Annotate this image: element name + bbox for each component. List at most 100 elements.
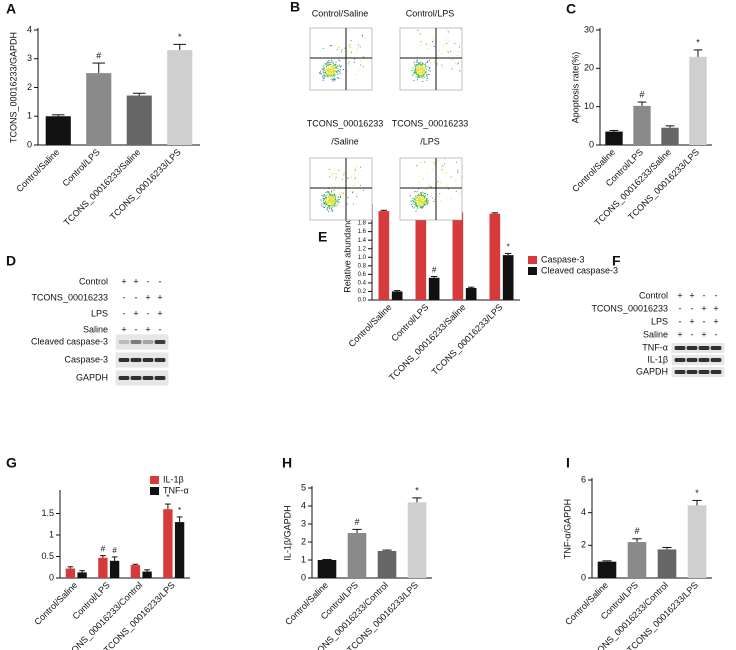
flow-dot (328, 168, 330, 170)
flow-dot (336, 71, 338, 73)
annotation: * (178, 506, 181, 515)
flow-dot (326, 203, 328, 205)
flow-dot (330, 69, 331, 71)
flow-dot (418, 68, 419, 70)
flow-dot (335, 67, 337, 69)
annotation: * (696, 37, 700, 47)
flow-dot (424, 64, 426, 66)
flow-dot (457, 63, 459, 65)
flow-dot (330, 201, 332, 203)
flow-dot (330, 78, 332, 80)
flow-dot (420, 66, 421, 68)
flow-dot (332, 70, 333, 72)
flow-dot (328, 196, 330, 198)
flow-dot (422, 178, 424, 180)
blot-band (118, 358, 130, 362)
flow-dot (328, 68, 329, 69)
flow-dot (327, 207, 329, 209)
flow-dot (350, 40, 352, 41)
flow-dot (360, 184, 361, 186)
flow-dot (325, 197, 327, 199)
flow-dot (423, 193, 425, 194)
flow-dot (332, 73, 334, 75)
flow-dot (440, 200, 442, 202)
y-tick-label: 0 (589, 139, 594, 149)
flow-dot (419, 200, 421, 202)
flow-dot (428, 60, 430, 61)
flow-dot (423, 68, 425, 70)
flow-dot (337, 203, 339, 205)
flow-dot (423, 203, 425, 205)
condition-sign: - (159, 324, 162, 334)
flow-dot (422, 198, 423, 200)
condition-sign: + (157, 308, 162, 318)
flow-dot (414, 72, 416, 74)
flow-dot (457, 55, 459, 57)
condition-sign: - (135, 324, 138, 334)
flow-dot (418, 72, 420, 74)
flow-dot (420, 207, 422, 209)
flow-dot (412, 200, 414, 202)
condition-sign: - (123, 292, 126, 302)
condition-label: LPS (651, 316, 668, 326)
flow-dot (331, 207, 332, 209)
flow-plot (309, 157, 373, 221)
blot-band (686, 346, 698, 350)
flow-dot (415, 69, 416, 71)
flow-dot (352, 191, 354, 193)
flow-dot (450, 198, 452, 200)
flow-dot (338, 185, 340, 187)
flow-dot (330, 198, 332, 200)
flow-dot (461, 176, 463, 178)
legend-swatch (528, 267, 537, 275)
flow-dot (459, 46, 460, 48)
flow-dot (421, 44, 423, 46)
flow-dot (336, 70, 338, 72)
flow-dot (417, 29, 419, 31)
flow-dot (334, 70, 336, 72)
y-tick-label: 0.0 (358, 298, 367, 304)
flow-dot (323, 195, 325, 197)
flow-dot (354, 58, 356, 60)
flow-frame (309, 27, 373, 91)
flow-dot (330, 73, 332, 75)
flow-dot (413, 73, 415, 75)
bar (77, 572, 87, 578)
flow-dot (329, 70, 331, 72)
flow-dot (343, 172, 345, 174)
flow-dot (343, 174, 345, 176)
flow-dot (422, 62, 423, 64)
flow-dot (425, 188, 427, 190)
flow-dot (442, 67, 444, 68)
flow-dot (327, 76, 329, 78)
flow-dot (334, 205, 336, 207)
flow-dot (434, 199, 436, 200)
y-tick-label: 20 (584, 63, 594, 73)
flow-dot (420, 73, 422, 75)
flow-dot (420, 196, 422, 198)
flow-dot (338, 69, 340, 71)
flow-dot (326, 63, 327, 65)
flow-dot (334, 69, 336, 71)
bar (347, 533, 367, 578)
flow-dot (321, 68, 323, 69)
flow-dot (347, 63, 349, 65)
flow-dot (419, 63, 421, 65)
flow-dot (426, 201, 428, 203)
flow-dot (419, 63, 421, 65)
flow-dot (419, 33, 421, 35)
flow-dot (415, 202, 416, 204)
condition-sign: + (677, 329, 682, 339)
bar (142, 571, 152, 578)
flow-dot (420, 192, 422, 193)
flow-dot (330, 201, 332, 203)
flow-dot (416, 64, 418, 66)
flow-dot (324, 195, 326, 197)
blot-band (154, 358, 166, 362)
flow-dot (330, 72, 332, 74)
flow-dot (349, 46, 351, 48)
flow-dot (350, 56, 352, 58)
flow-dot (324, 69, 326, 71)
flow-dot (427, 202, 429, 204)
flow-dot (332, 185, 333, 187)
